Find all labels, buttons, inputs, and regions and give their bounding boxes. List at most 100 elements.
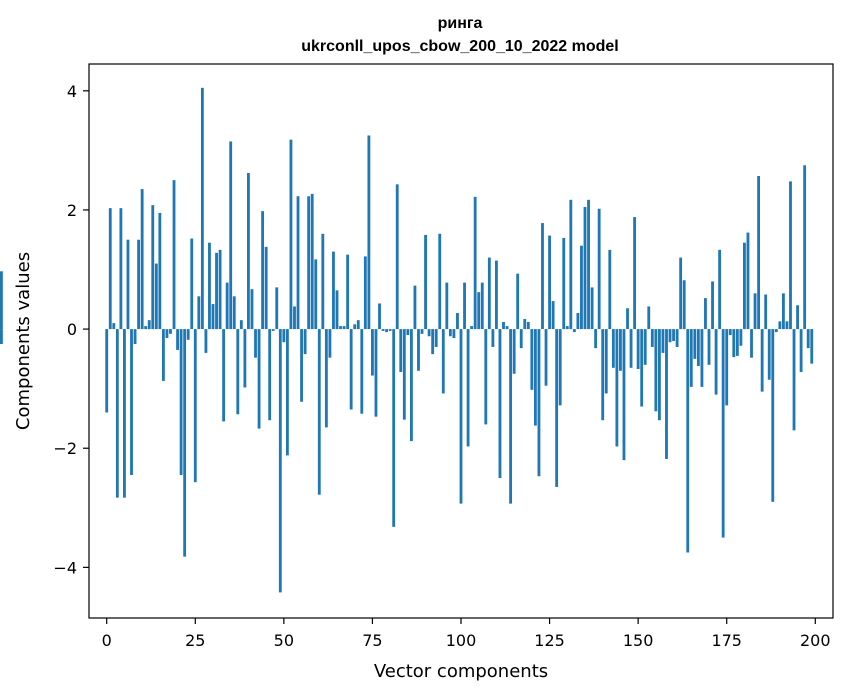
- bar-62: [324, 329, 328, 428]
- bar-147: [626, 308, 629, 330]
- bar-111: [498, 329, 502, 479]
- bar-128: [558, 329, 562, 406]
- bar-185: [760, 329, 764, 392]
- bar-84: [402, 329, 406, 420]
- bar-53: [293, 306, 296, 330]
- bar-144: [615, 329, 619, 447]
- bar-93: [434, 329, 438, 347]
- bar-76: [374, 329, 378, 417]
- bar-87: [413, 285, 417, 330]
- bar-119: [526, 321, 530, 330]
- bar-110: [495, 260, 498, 330]
- bar-43: [257, 329, 261, 429]
- bar-134: [580, 245, 583, 330]
- bar-77: [378, 303, 381, 330]
- bar-12: [147, 320, 151, 330]
- bar-133: [576, 313, 580, 330]
- bar-46: [268, 329, 272, 421]
- bar-112: [502, 321, 505, 330]
- bar-71: [356, 320, 360, 330]
- bar-179: [739, 329, 743, 346]
- bar-106: [480, 282, 484, 330]
- bar-183: [753, 293, 757, 330]
- bar-173: [718, 249, 722, 330]
- bar-114: [509, 329, 513, 504]
- bar-65: [335, 290, 339, 330]
- chart-title: ринга: [438, 15, 483, 32]
- bar-52: [289, 139, 293, 330]
- bar-73: [363, 256, 367, 330]
- bar-36: [232, 296, 236, 330]
- bar-47: [271, 329, 275, 331]
- bar-143: [611, 329, 615, 368]
- bar-95: [441, 329, 445, 394]
- bar-98: [452, 329, 456, 339]
- x-tick-label: 0: [102, 631, 112, 650]
- y-axis-label: Components values: [13, 252, 34, 430]
- bar-59: [314, 259, 318, 330]
- bar-74: [367, 135, 371, 330]
- bar-undefined: [0, 271, 3, 330]
- bar-24: [190, 238, 194, 330]
- bar-116: [516, 273, 520, 330]
- bar-136: [587, 199, 590, 330]
- bar-81: [392, 329, 396, 527]
- bar-91: [427, 329, 431, 337]
- x-axis-label: Vector components: [374, 661, 548, 682]
- bar-44: [261, 211, 265, 330]
- bar-83: [399, 329, 403, 372]
- bar-141: [604, 329, 608, 394]
- bar-78: [381, 329, 385, 331]
- bar-3: [115, 329, 119, 498]
- bar-26: [197, 296, 201, 330]
- bar-61: [321, 233, 325, 330]
- bar-151: [640, 329, 644, 407]
- bar-148: [629, 329, 633, 368]
- bar-37: [236, 329, 240, 415]
- bar-55: [300, 329, 303, 402]
- bar-82: [395, 184, 399, 330]
- bar-169: [704, 298, 707, 330]
- bar-196: [799, 329, 803, 372]
- bar-107: [484, 329, 488, 425]
- bars-group: [0, 87, 814, 593]
- bar-122: [537, 329, 541, 477]
- bar-117: [519, 329, 523, 349]
- bar-45: [264, 246, 268, 330]
- bar-66: [339, 326, 342, 330]
- bar-125: [548, 235, 551, 330]
- bar-30: [211, 304, 215, 330]
- bar-49: [278, 329, 282, 593]
- bar-174: [721, 329, 725, 538]
- bar-41: [250, 289, 254, 330]
- bar-90: [424, 234, 427, 330]
- y-tick-label: −2: [53, 439, 77, 458]
- bar-57: [307, 196, 311, 330]
- bar-31: [215, 252, 218, 330]
- bar-0: [105, 329, 109, 413]
- bar-108: [487, 257, 491, 330]
- x-tick-label: 75: [362, 631, 382, 650]
- bar-6: [126, 239, 130, 330]
- bar-113: [505, 326, 509, 330]
- bar-8: [133, 329, 137, 344]
- bar-103: [470, 326, 474, 330]
- bar-94: [438, 233, 442, 330]
- bar-51: [285, 329, 289, 456]
- bar-22: [183, 329, 187, 557]
- bar-9: [137, 239, 141, 330]
- bar-54: [296, 196, 300, 330]
- bar-181: [746, 232, 750, 330]
- bar-97: [448, 329, 452, 337]
- bar-195: [796, 305, 799, 330]
- bar-120: [530, 329, 534, 390]
- y-tick-label: 2: [67, 201, 77, 220]
- x-tick-label: 50: [274, 631, 294, 650]
- bar-123: [541, 223, 544, 330]
- bar-186: [764, 294, 768, 330]
- bar-2: [112, 323, 116, 330]
- bar-75: [371, 329, 374, 376]
- bar-89: [420, 329, 424, 334]
- bar-145: [619, 329, 622, 371]
- bar-27: [200, 87, 204, 330]
